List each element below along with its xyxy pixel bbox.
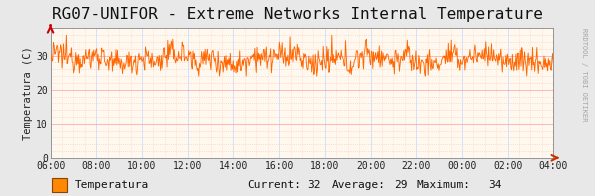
Text: 34: 34 bbox=[488, 180, 502, 190]
Text: 32: 32 bbox=[308, 180, 321, 190]
Text: Average:: Average: bbox=[332, 180, 386, 190]
Text: Current:: Current: bbox=[247, 180, 301, 190]
Y-axis label: Temperatura (C): Temperatura (C) bbox=[23, 46, 33, 140]
Text: Temperatura: Temperatura bbox=[74, 180, 149, 190]
Text: 29: 29 bbox=[394, 180, 408, 190]
Text: RRDTOOL / TOBI OETIKER: RRDTOOL / TOBI OETIKER bbox=[581, 28, 587, 121]
Text: RG07-UNIFOR - Extreme Networks Internal Temperature: RG07-UNIFOR - Extreme Networks Internal … bbox=[52, 7, 543, 22]
Text: Maximum:: Maximum: bbox=[416, 180, 471, 190]
